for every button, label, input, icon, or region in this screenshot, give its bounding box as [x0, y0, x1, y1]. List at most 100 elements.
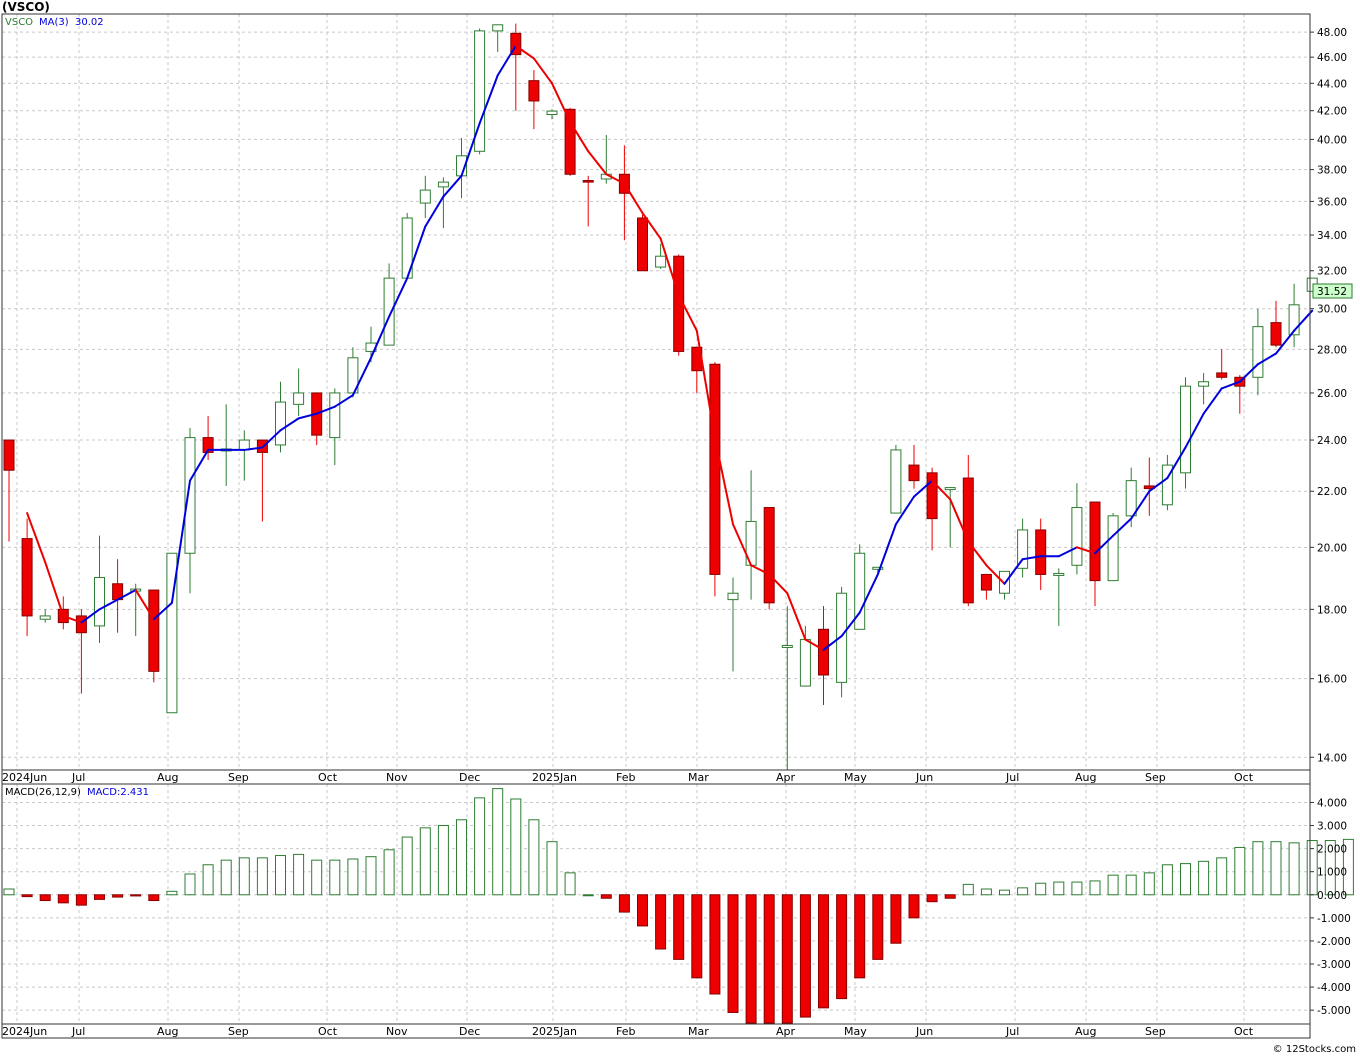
candle-body — [926, 472, 938, 520]
price-tick-label: 38.00 — [1317, 165, 1347, 177]
month-labels-macd: 2024Jun Jul Aug Sep Oct Nov Dec 2025Jan Feb Mar Ap… — [2, 1025, 1254, 1038]
month-label: Jun — [915, 771, 933, 784]
price-tick-label: 16.00 — [1317, 674, 1347, 686]
macd-bar — [709, 894, 721, 995]
candle-body — [329, 392, 341, 439]
candle-body — [980, 573, 992, 591]
macd-bar — [781, 894, 793, 1024]
ma3-line — [26, 44, 1314, 651]
macd-bar — [1234, 846, 1246, 896]
month-labels-price: 2024Jun Jul Aug Sep Oct Nov Dec 2025Jan Feb Mar Ap… — [2, 771, 1254, 784]
candle-body — [799, 639, 811, 687]
ma3-segment — [333, 394, 354, 408]
month-label: Mar — [688, 771, 709, 784]
candle-body — [528, 80, 540, 102]
macd-bar — [94, 894, 105, 900]
macd-axis-ticks: 4.000 3.000 2.000 1.000 0.000 -1.000 -2.000 -3.… — [1310, 797, 1351, 1017]
ma3-segment — [315, 405, 336, 415]
candle-body — [75, 615, 87, 634]
macd-bar — [202, 864, 214, 896]
candle-body — [94, 577, 105, 627]
macd-tick-label: 1.000 — [1317, 867, 1347, 879]
candle-body — [1107, 515, 1119, 582]
macd-bar — [618, 894, 630, 913]
ma3-segment — [80, 608, 101, 624]
macd-bar — [365, 856, 377, 896]
month-label: Sep — [228, 1025, 249, 1038]
macd-tick-label: -1.000 — [1317, 913, 1351, 925]
ma3-segment — [695, 329, 716, 439]
axes — [1, 13, 1311, 1039]
ma3-segment — [985, 564, 1006, 585]
price-tick-label: 26.00 — [1317, 388, 1347, 400]
ma3-segment — [732, 523, 753, 567]
candle-body — [1161, 464, 1173, 506]
macd-bar — [3, 888, 15, 896]
ma3-segment — [478, 74, 499, 125]
macd-bar — [546, 841, 558, 896]
candle-body — [1180, 385, 1191, 474]
ma3-segment — [913, 479, 934, 498]
macd-bar — [1053, 881, 1065, 896]
macd-bar — [872, 894, 884, 960]
candle-body — [582, 180, 594, 183]
ma3-segment — [587, 150, 608, 176]
ma3-segment — [1130, 490, 1151, 520]
candle-body — [1270, 322, 1282, 346]
month-label: Jul — [1005, 771, 1019, 784]
macd-bar — [238, 857, 250, 896]
month-label: Oct — [1234, 771, 1254, 784]
candlestick-series — [3, 23, 1318, 770]
macd-bar — [745, 894, 757, 1024]
candle-body — [763, 507, 775, 604]
macd-bar — [999, 889, 1010, 896]
month-label: Aug — [157, 1025, 178, 1038]
macd-bar — [1035, 882, 1047, 896]
macd-tick-label: 4.000 — [1317, 797, 1347, 809]
last-price-label: 31.52 — [1317, 286, 1347, 298]
price-tick-label: 46.00 — [1317, 52, 1347, 64]
macd-month-strip — [1, 1023, 1311, 1039]
price-tick-label: 42.00 — [1317, 106, 1347, 118]
price-tick-label: 14.00 — [1317, 752, 1347, 764]
macd-bar — [582, 894, 594, 897]
ma3-segment — [170, 479, 191, 604]
ma3-segment — [189, 448, 210, 482]
macd-bar — [383, 849, 395, 896]
candle-body — [727, 592, 739, 601]
month-label: Aug — [1075, 1025, 1096, 1038]
price-grid — [2, 14, 1310, 770]
price-tick-label: 36.00 — [1317, 196, 1347, 208]
ma3-segment — [967, 540, 988, 567]
candle-body — [890, 449, 902, 514]
month-label: Feb — [616, 771, 635, 784]
ma3-segment — [605, 173, 626, 185]
ma3-segment — [44, 561, 65, 617]
macd-tick-label: 0.000 — [1317, 890, 1347, 902]
macd-bar — [836, 894, 848, 1000]
candle-body — [1089, 501, 1101, 582]
ma3-segment — [351, 356, 372, 397]
macd-bar — [1198, 860, 1210, 896]
month-label: Apr — [776, 1025, 796, 1038]
macd-histogram — [3, 788, 1354, 1024]
macd-tick-label: -2.000 — [1317, 936, 1351, 948]
last-price-box — [1312, 283, 1353, 299]
macd-bar — [1017, 887, 1029, 896]
ma3-segment — [931, 479, 952, 501]
macd-bar — [130, 894, 142, 897]
month-label: Sep — [1145, 1025, 1166, 1038]
macd-bar — [220, 859, 232, 896]
macd-bar — [1143, 872, 1155, 896]
ma3-segment — [1075, 546, 1096, 555]
month-label: Sep — [1145, 771, 1166, 784]
macd-tick-label: 3.000 — [1317, 821, 1347, 833]
candle-body — [944, 487, 956, 491]
ma3-segment — [98, 598, 119, 611]
candle-body — [564, 108, 576, 175]
macd-bar — [926, 894, 938, 903]
macd-bar — [148, 894, 160, 902]
month-label: Feb — [616, 1025, 635, 1038]
ma3-segment — [1112, 517, 1133, 537]
ma3-segment — [569, 121, 590, 153]
